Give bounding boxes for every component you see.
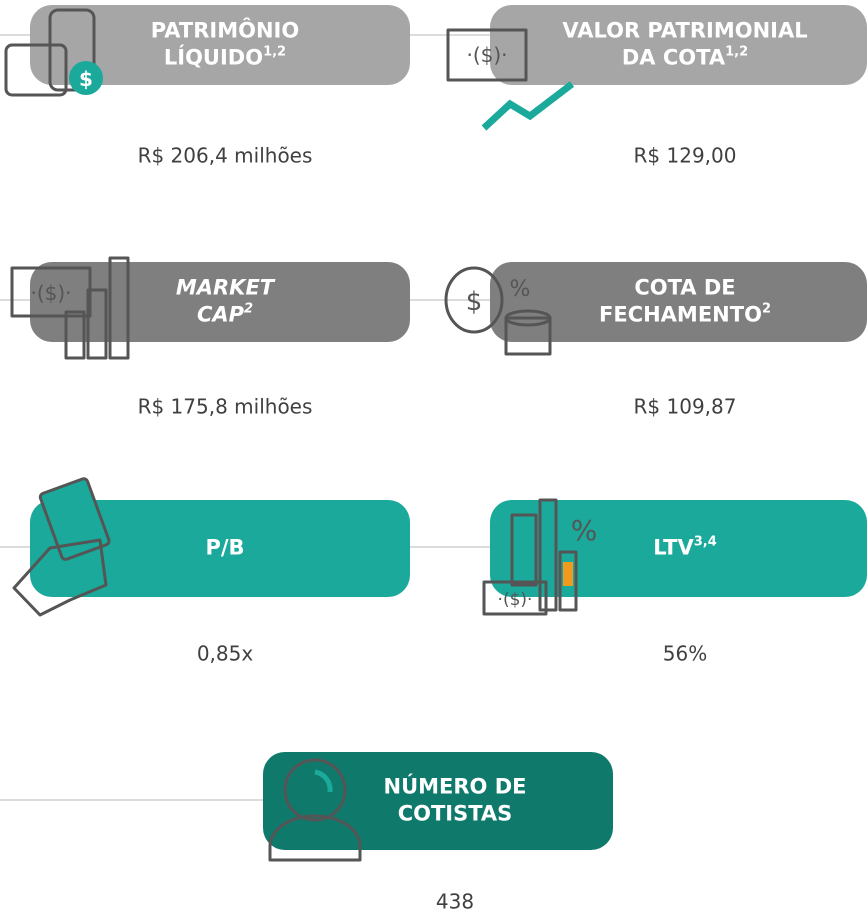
title-line: NÚMERO DE	[384, 774, 527, 799]
card-title: NÚMERO DE COTISTAS	[384, 774, 527, 826]
title-line: COTISTAS	[398, 802, 513, 826]
card-value: 56%	[663, 642, 707, 666]
title-superscript: 1,2	[725, 44, 748, 59]
card-value: R$ 129,00	[634, 144, 737, 168]
card-value: R$ 175,8 milhões	[138, 395, 313, 419]
icon-bills-growth: ·($)·	[446, 28, 575, 131]
title-line: CAP	[197, 303, 245, 327]
card-value: R$ 206,4 milhões	[138, 144, 313, 168]
title-line: LÍQUIDO	[164, 45, 263, 70]
card: P/B 0,85x	[30, 500, 410, 666]
card-title: PATRIMÔNIO LÍQUIDO1,2	[151, 18, 299, 70]
svg-text:·($)·: ·($)·	[498, 590, 533, 610]
connectors	[0, 34, 867, 801]
card: VALOR PATRIMONIAL DA COTA1,2 R$ 129,00	[490, 5, 867, 168]
card-box	[30, 262, 410, 342]
card: PATRIMÔNIO LÍQUIDO1,2 R$ 206,4 milhões	[30, 5, 410, 168]
card-value: R$ 109,87	[634, 395, 737, 419]
icon-person	[268, 758, 362, 862]
card-box	[490, 500, 867, 597]
icon-ltv: ·($)· %	[482, 498, 598, 616]
card-title: MARKET CAP2	[176, 276, 276, 327]
svg-text:$: $	[466, 287, 483, 317]
title-superscript: 2	[244, 301, 253, 316]
icons: $ ·($)· ·($)· $ %	[4, 8, 598, 862]
card-value: 0,85x	[197, 642, 254, 666]
svg-text:·($)·: ·($)·	[30, 281, 71, 305]
title-line: PATRIMÔNIO	[151, 18, 299, 43]
title-line: VALOR PATRIMONIAL	[562, 19, 807, 43]
svg-text:·($)·: ·($)·	[466, 43, 507, 67]
icon-moneybag: $ %	[444, 266, 552, 356]
card-title: VALOR PATRIMONIAL DA COTA1,2	[562, 19, 807, 70]
card: LTV3,4 56%	[490, 500, 867, 666]
card-box	[490, 5, 867, 85]
card-box	[30, 5, 410, 85]
title-line: LTV	[653, 536, 694, 560]
title-line: DA COTA	[622, 46, 726, 70]
card-value: 438	[436, 890, 474, 914]
card-box	[30, 500, 410, 597]
icon-coins: $	[4, 8, 103, 97]
title-line: MARKET	[176, 276, 276, 300]
svg-text:$: $	[79, 67, 93, 91]
cards: PATRIMÔNIO LÍQUIDO1,2R$ 206,4 milhõesVALO…	[30, 5, 867, 914]
icon-bills-bars: ·($)·	[10, 256, 130, 360]
card-title: P/B	[205, 536, 244, 560]
card-title: COTA DE FECHAMENTO2	[599, 276, 771, 327]
title-line: COTA DE	[634, 276, 735, 300]
title-line: FECHAMENTO	[599, 303, 762, 327]
title-superscript: 2	[762, 301, 771, 316]
svg-text:%: %	[571, 514, 598, 547]
icon-hand-cash	[12, 477, 111, 617]
title-superscript: 3,4	[694, 534, 717, 549]
svg-text:%: %	[510, 277, 531, 302]
card: MARKET CAP2 R$ 175,8 milhões	[30, 262, 410, 419]
card-title: LTV3,4	[653, 534, 717, 560]
card: NÚMERO DE COTISTAS 438	[263, 752, 613, 914]
card-box	[490, 262, 867, 342]
title-line: P/B	[205, 536, 244, 560]
card-box	[263, 752, 613, 850]
card: COTA DE FECHAMENTO2 R$ 109,87	[490, 262, 867, 419]
title-superscript: 1,2	[263, 44, 286, 59]
